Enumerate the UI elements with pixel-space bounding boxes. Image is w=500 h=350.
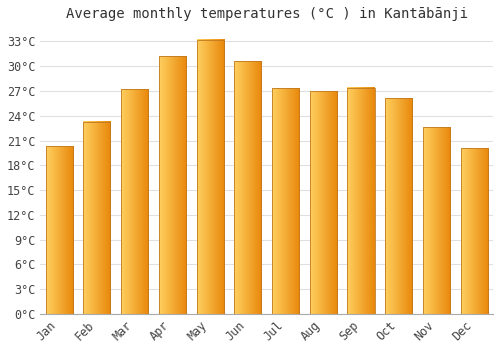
Title: Average monthly temperatures (°C ) in Kantābānji: Average monthly temperatures (°C ) in Ka… bbox=[66, 7, 468, 21]
Bar bbox=[234, 61, 262, 314]
Bar bbox=[460, 148, 488, 314]
Bar bbox=[196, 40, 224, 314]
Bar bbox=[385, 98, 412, 314]
Bar bbox=[310, 91, 337, 314]
Bar bbox=[348, 88, 374, 314]
Bar bbox=[121, 89, 148, 314]
Bar bbox=[423, 127, 450, 314]
Bar bbox=[46, 146, 73, 314]
Bar bbox=[84, 121, 110, 314]
Bar bbox=[272, 89, 299, 314]
Bar bbox=[159, 56, 186, 314]
